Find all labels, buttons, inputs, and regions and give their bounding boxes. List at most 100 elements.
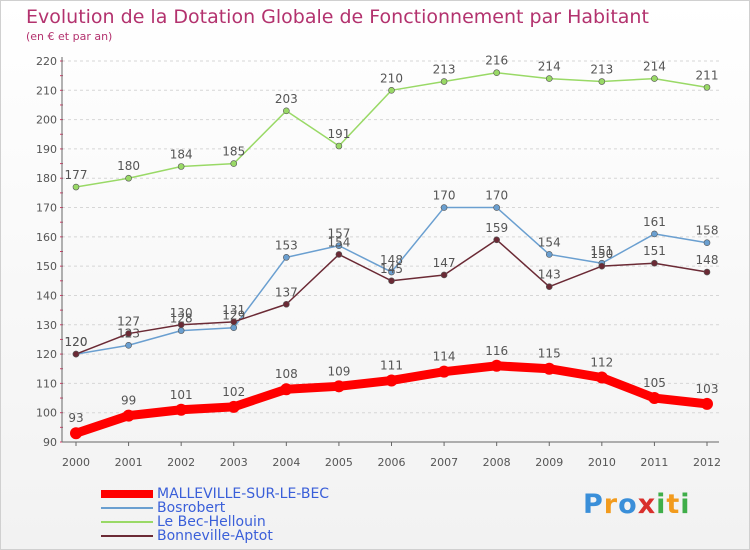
data-label: 151 [643,244,666,258]
data-point [335,251,343,258]
data-point [230,318,238,326]
legend-label: MALLEVILLE-SUR-LE-BEC [157,486,330,502]
y-tick-label: 100 [36,407,57,420]
data-point [651,75,658,82]
legend-swatch [101,521,153,523]
data-point [175,403,188,416]
x-tick-label: 2009 [535,456,563,469]
legend-swatch [101,490,153,498]
data-label: 185 [222,145,245,159]
y-tick-label: 90 [43,436,57,449]
chart-title: Evolution de la Dotation Globale de Fonc… [26,6,649,28]
data-label: 180 [117,159,140,173]
data-label: 99 [121,394,136,408]
data-label: 102 [222,385,245,399]
y-tick-label: 130 [36,319,57,332]
data-label: 154 [327,235,350,249]
data-label: 115 [538,347,561,361]
data-point [280,383,293,396]
y-tick-label: 200 [36,114,57,127]
y-tick-label: 140 [36,289,57,302]
legend-swatch [101,535,153,537]
data-label: 153 [275,238,298,252]
data-point [122,409,135,422]
legend-swatch [101,507,153,509]
data-label: 158 [696,224,719,238]
data-point [335,142,343,150]
data-point [595,371,608,384]
data-point [703,239,711,247]
data-point [388,87,395,94]
x-tick-label: 2004 [272,456,300,469]
data-label: 148 [696,253,719,267]
series-le-bec-hellouin: 177 180 184 185 203 191 210 213 216 214 213 214 211 [65,54,719,191]
y-tick-label: 160 [36,231,57,244]
data-point [490,359,503,372]
data-point [703,268,711,276]
data-label: 161 [643,215,666,229]
data-label: 108 [275,367,298,381]
y-tick-label: 150 [36,260,57,273]
data-label: 137 [275,285,298,299]
data-point [493,204,500,211]
data-label: 213 [590,63,613,77]
data-point [125,330,132,337]
data-point [335,242,343,249]
data-label: 112 [590,356,613,370]
x-tick-label: 2008 [483,456,511,469]
data-label: 103 [696,382,719,396]
data-point [493,69,500,77]
series-malleville-sur-le-bec: 93 99 101 102 108 109 111 114 116 115 112 105 103 [68,344,719,440]
y-tick-label: 180 [36,172,57,185]
data-label: 210 [380,71,403,85]
data-point [598,78,606,85]
data-label: 101 [170,388,193,402]
data-label: 151 [590,244,613,258]
data-label: 154 [538,235,561,249]
data-label: 114 [433,350,456,364]
data-label: 159 [485,221,508,235]
data-point [701,397,713,410]
data-label: 184 [170,148,193,162]
data-point [648,392,661,405]
data-point [440,271,448,279]
data-point [493,236,500,244]
data-point [283,107,290,115]
x-tick-label: 2000 [62,456,90,469]
logo-letter: i [656,489,667,520]
data-point [230,324,238,332]
data-label: 120 [65,335,88,349]
logo-letter: x [637,489,657,520]
y-tick-label: 120 [36,348,57,361]
data-point [545,251,553,258]
data-label: 148 [380,253,403,267]
x-tick-label: 2010 [588,456,616,469]
data-point [545,283,553,290]
data-point [72,183,80,191]
x-tick-label: 2006 [378,456,406,469]
data-label: 157 [327,227,350,241]
data-point [440,204,448,211]
data-label: 130 [170,306,193,320]
data-label: 127 [117,315,140,329]
data-point [177,327,185,334]
y-tick-label: 110 [36,377,57,390]
data-point [598,262,606,270]
data-label: 147 [433,256,456,270]
data-label: 120 [65,335,88,349]
data-label: 191 [327,127,350,141]
data-label: 211 [696,68,719,82]
data-point [177,163,185,170]
data-label: 143 [538,268,561,282]
legend-label: Le Bec-Hellouin [157,514,266,530]
data-point [388,277,395,285]
data-label: 145 [380,262,403,276]
data-label: 131 [222,303,245,317]
data-point [545,75,553,82]
logo-letter: P [583,489,604,520]
data-point [440,78,448,85]
data-point [438,365,451,378]
data-point [72,350,80,358]
